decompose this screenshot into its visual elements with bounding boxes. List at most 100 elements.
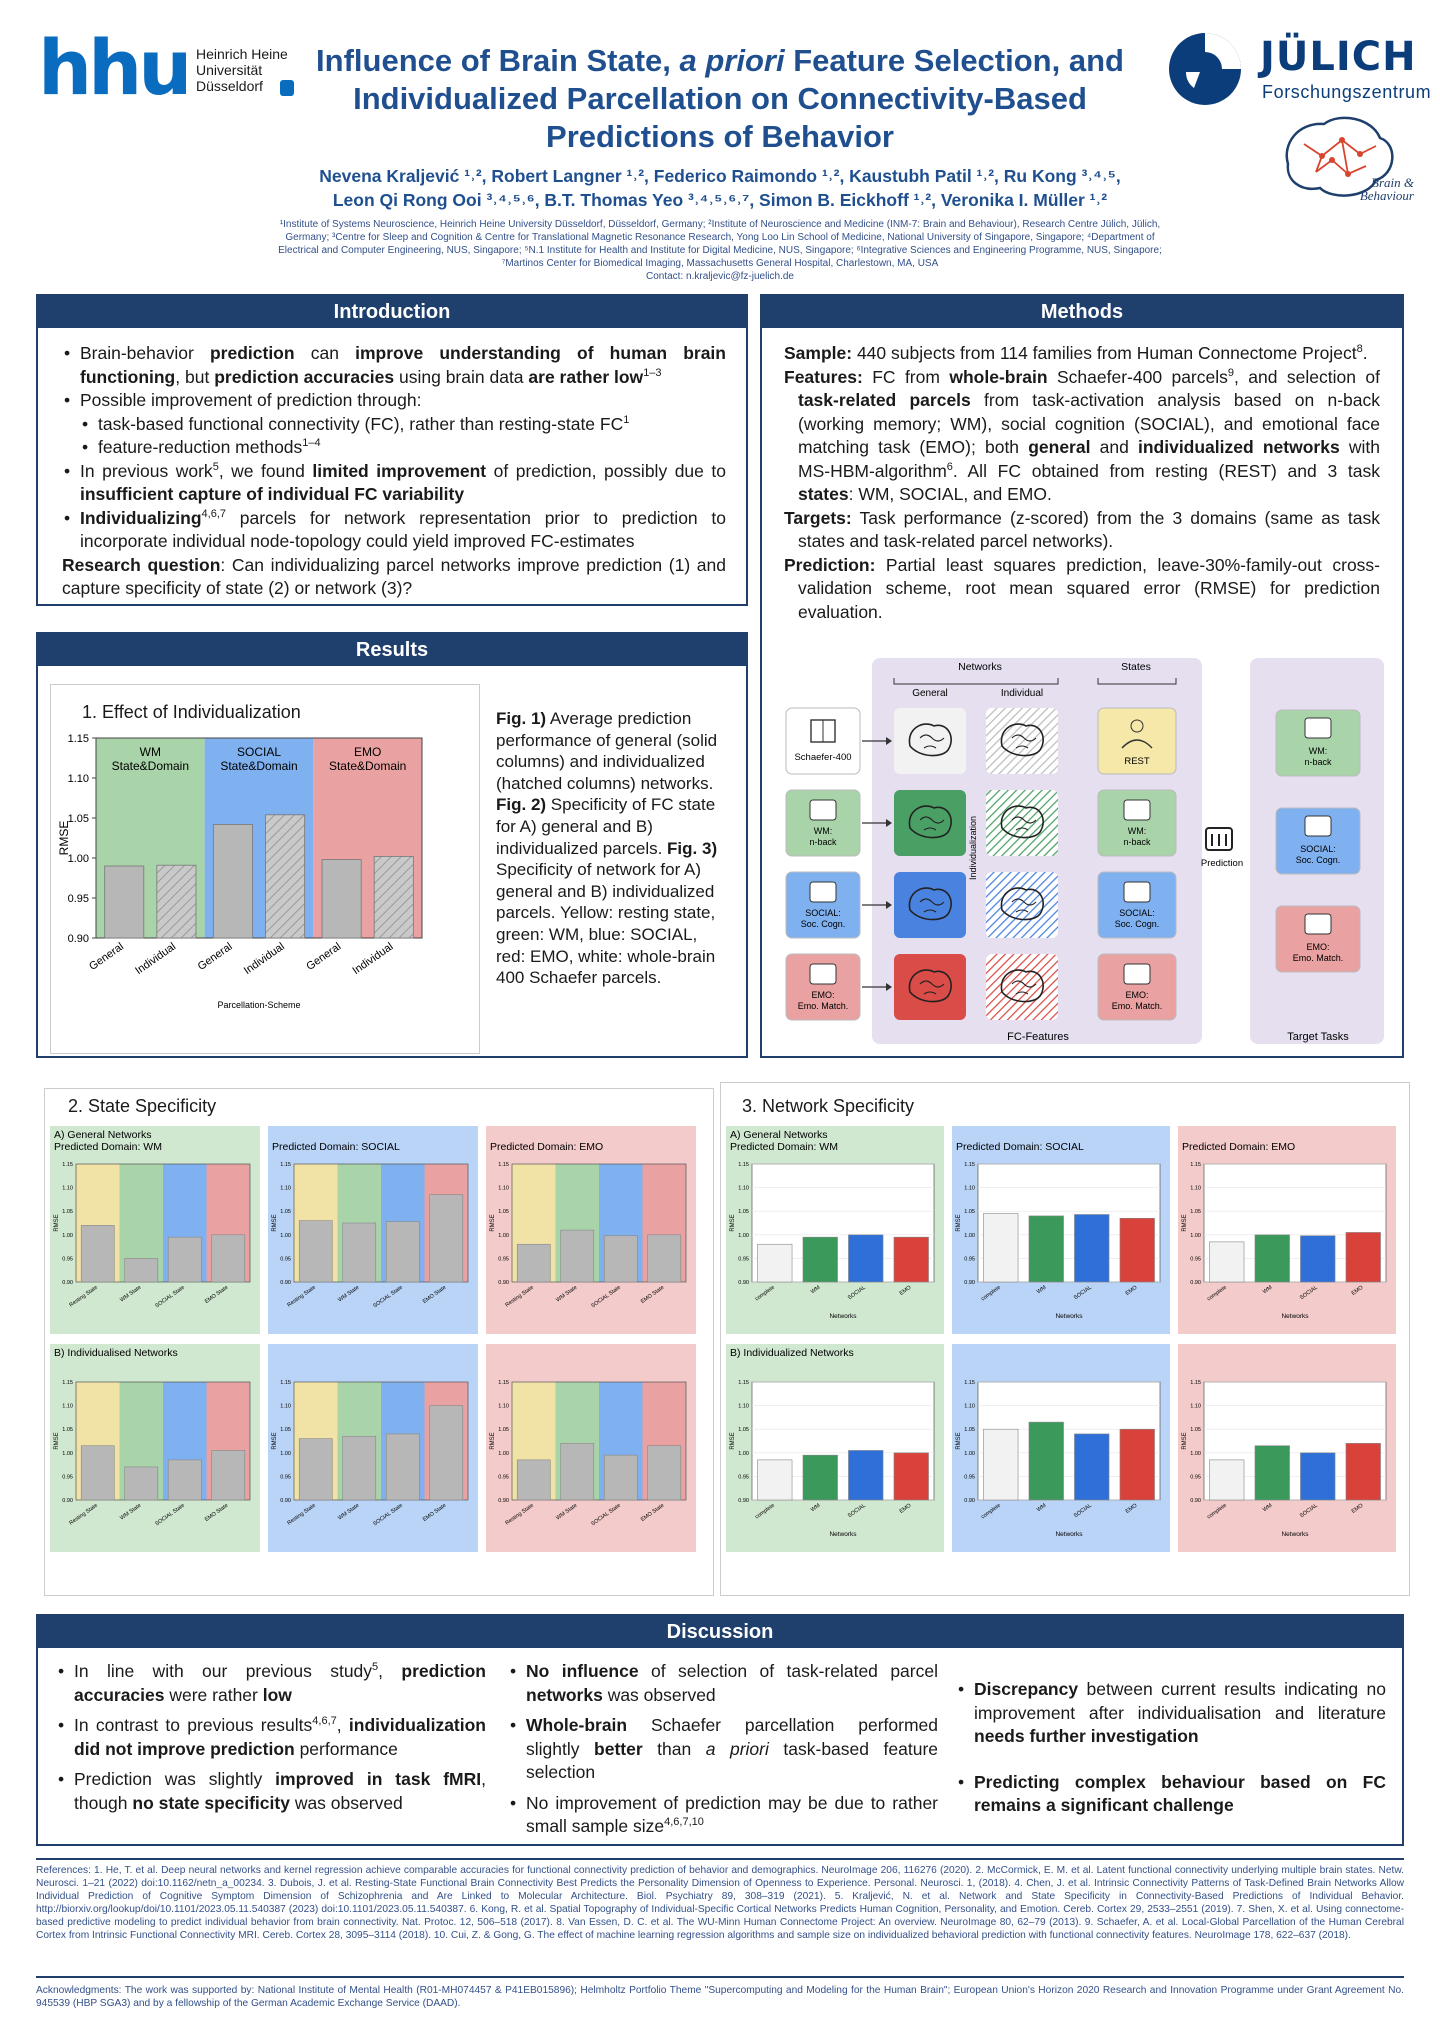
task-icon <box>1304 717 1332 739</box>
bar <box>802 1454 838 1501</box>
y-tick-label: 1.00 <box>68 853 89 865</box>
bar <box>298 1438 333 1501</box>
y-tick-label: 0.90 <box>1190 1498 1201 1504</box>
bar <box>757 1243 793 1283</box>
bar <box>802 1236 838 1283</box>
y-tick-label: 0.95 <box>1190 1256 1201 1262</box>
julich-name: JÜLICH <box>1260 34 1417 80</box>
state-box <box>1097 871 1177 939</box>
state-box <box>1097 953 1177 1021</box>
x-tick-label: WM <box>1036 1284 1048 1295</box>
target-task-label: Soc. Cogn. <box>1296 855 1341 865</box>
introduction-heading: Introduction <box>38 296 746 328</box>
y-tick-label: 1.05 <box>738 1209 749 1215</box>
bar <box>167 1236 202 1283</box>
y-tick-label: 1.00 <box>1190 1451 1201 1457</box>
bar <box>603 1235 638 1283</box>
results-heading: Results <box>38 634 746 666</box>
predicted-domain-label: Predicted Domain: SOCIAL <box>272 1141 400 1153</box>
y-tick-label: 1.10 <box>62 1186 73 1192</box>
bar <box>1028 1215 1064 1283</box>
row-label: B) Individualized Networks <box>730 1347 854 1359</box>
bar <box>848 1450 884 1501</box>
y-tick-label: 1.10 <box>1190 1186 1201 1192</box>
individualization-label: Individualization <box>968 816 978 880</box>
y-tick-label: 1.05 <box>280 1209 291 1215</box>
bar <box>516 1243 551 1283</box>
intro-bullet: Brain-behavior prediction can improve un… <box>62 342 726 389</box>
y-tick-label: 0.90 <box>62 1280 73 1286</box>
x-tick-label: WM <box>810 1502 822 1513</box>
y-tick-label: 1.10 <box>738 1404 749 1410</box>
bar <box>1209 1459 1245 1501</box>
predicted-domain-label: Predicted Domain: WM <box>730 1141 838 1153</box>
y-tick-label: 0.90 <box>964 1498 975 1504</box>
bar <box>212 824 253 939</box>
y-tick-label: 1.10 <box>498 1186 509 1192</box>
bar <box>983 1428 1019 1501</box>
discussion-bullet: Predicting complex behaviour based on FC… <box>956 1771 1386 1818</box>
bar <box>560 1443 595 1501</box>
target-task-box <box>1275 807 1361 875</box>
bar <box>1074 1214 1110 1283</box>
state-box <box>1097 789 1177 857</box>
individual-label: Individual <box>1001 688 1043 699</box>
plot-frame <box>293 1163 469 1283</box>
task-icon <box>1304 913 1332 935</box>
bar <box>647 1445 682 1501</box>
y-tick-label: 1.15 <box>62 1380 73 1386</box>
source-label: Emo. Match. <box>798 1001 849 1011</box>
methods-text: Sample: 440 subjects from 114 families f… <box>762 328 1402 624</box>
predicted-domain-label: Predicted Domain: EMO <box>490 1141 603 1153</box>
fig1-chart: WMState&DomainSOCIALState&DomainEMOState… <box>57 733 423 1010</box>
bar <box>848 1234 884 1283</box>
source-box <box>785 953 861 1021</box>
task-icon <box>1123 963 1151 985</box>
discussion-bullet: Prediction was slightly improved in task… <box>56 1768 486 1815</box>
source-label: Soc. Cogn. <box>801 919 846 929</box>
bar <box>516 1459 551 1501</box>
group-label: State&Domain <box>220 759 297 773</box>
x-tick-label: WM <box>1262 1284 1274 1295</box>
bar <box>757 1459 793 1501</box>
y-tick-label: 1.00 <box>964 1451 975 1457</box>
predicted-domain-label: Predicted Domain: EMO <box>1182 1141 1295 1153</box>
individual-network-box <box>986 708 1058 774</box>
y-axis-label: RMSE <box>490 1432 496 1449</box>
individual-network-box <box>986 790 1058 856</box>
x-tick-label: WM <box>1262 1502 1274 1513</box>
y-axis-label: RMSE <box>1182 1214 1188 1231</box>
y-tick-label: 1.05 <box>498 1427 509 1433</box>
acknowledgments: Acknowledgments: The work was supported … <box>36 1985 1404 2009</box>
plot-frame <box>75 1163 251 1283</box>
bar <box>560 1229 595 1283</box>
bar <box>603 1454 638 1501</box>
methods-sample: Sample: 440 subjects from 114 families f… <box>784 343 1368 363</box>
x-axis-label: Networks <box>1281 1313 1309 1320</box>
y-tick-label: 1.05 <box>280 1427 291 1433</box>
x-tick-label: WM <box>810 1284 822 1295</box>
y-tick-label: 1.10 <box>964 1186 975 1192</box>
row-label: A) General Networks <box>54 1129 151 1141</box>
introduction-panel: Introduction Brain-behavior prediction c… <box>36 294 748 606</box>
y-tick-label: 1.00 <box>280 1233 291 1239</box>
state-label: n-back <box>1123 837 1151 847</box>
y-tick-label: 1.05 <box>964 1209 975 1215</box>
group-label: WM <box>140 745 161 759</box>
y-tick-label: 1.05 <box>62 1209 73 1215</box>
intro-bullet: Possible improvement of prediction throu… <box>62 389 726 413</box>
state-label: Emo. Match. <box>1112 1001 1163 1011</box>
x-tick-label: General <box>304 941 343 973</box>
arrow-head <box>886 819 892 827</box>
discussion-bullet: Discrepancy between current results indi… <box>956 1678 1386 1749</box>
y-tick-label: 1.05 <box>498 1209 509 1215</box>
y-axis-label: RMSE <box>54 1214 60 1231</box>
rest-label: REST <box>1124 756 1150 767</box>
intro-bullet: Individualizing4,6,7 parcels for network… <box>62 507 726 554</box>
bar <box>1028 1421 1064 1501</box>
hhu-dot-mark <box>280 80 294 96</box>
individual-network-box <box>986 954 1058 1020</box>
methods-heading: Methods <box>762 296 1402 328</box>
x-tick-label: Individual <box>242 941 287 977</box>
